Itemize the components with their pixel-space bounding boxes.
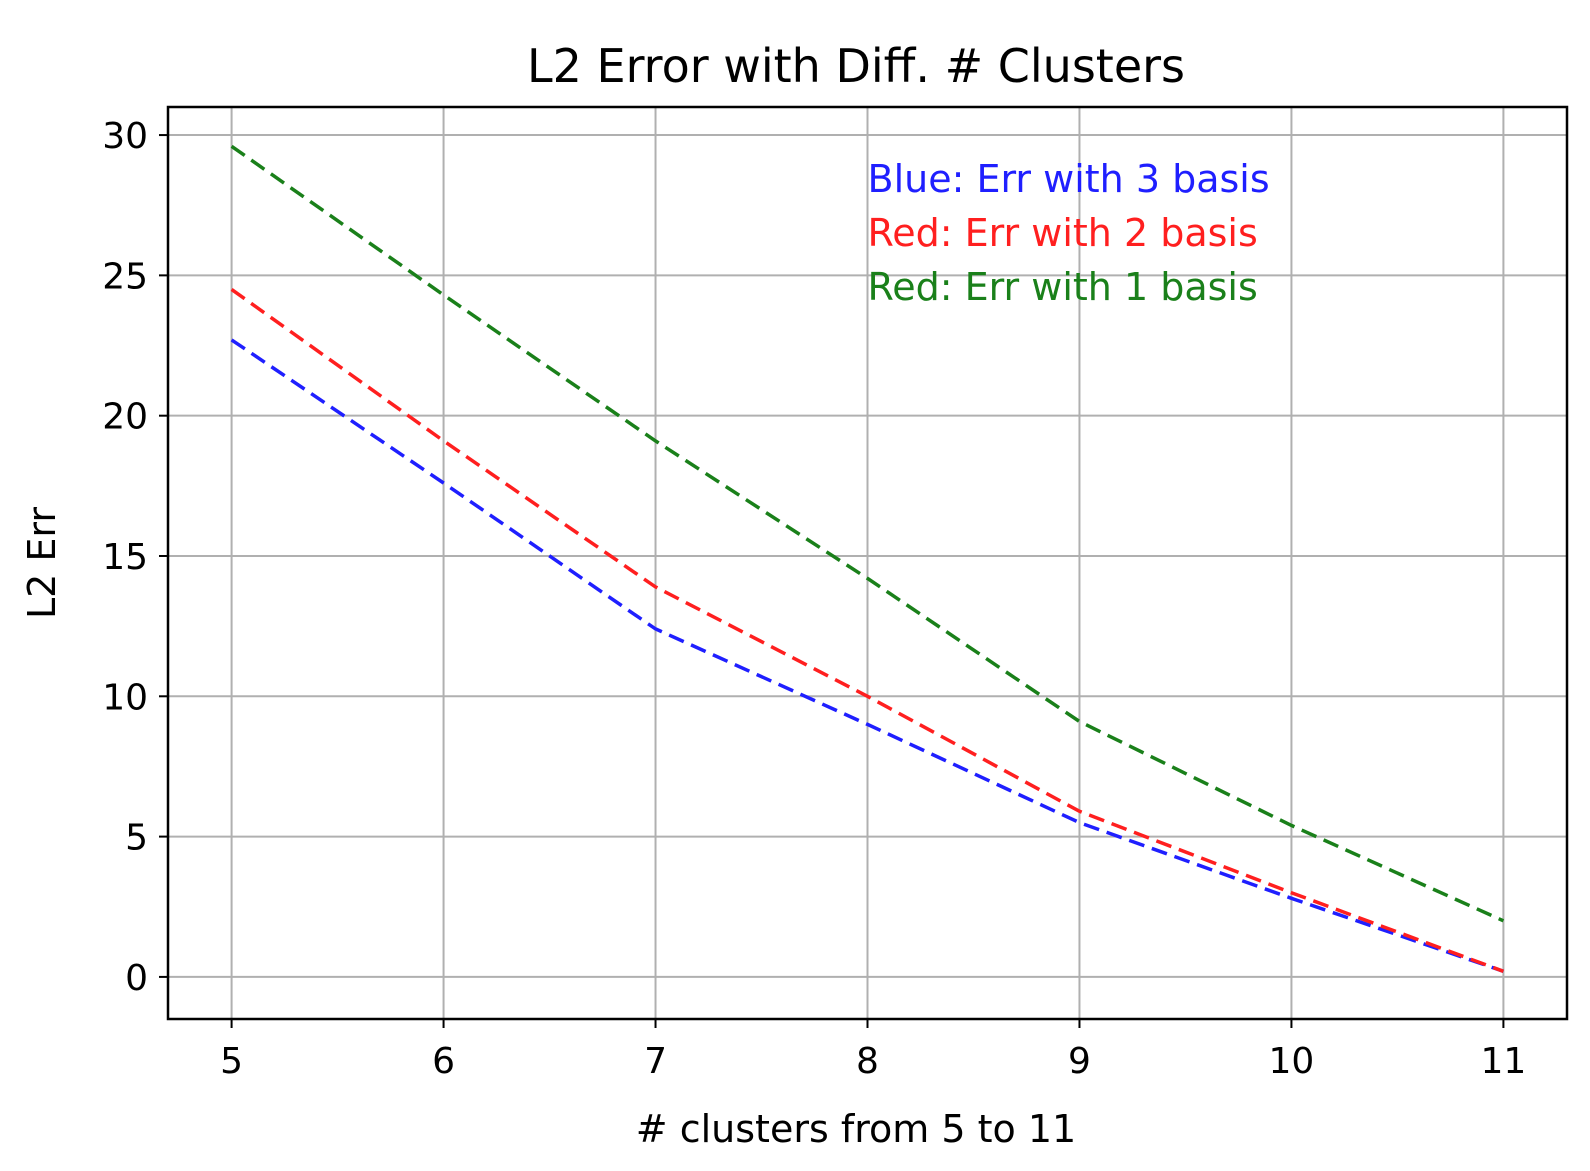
series-line-3 <box>230 144 1505 923</box>
x-tick-label: 9 <box>1068 1041 1091 1082</box>
grid <box>168 107 1567 1019</box>
y-tick-label: 30 <box>102 116 148 157</box>
chart-title: L2 Error with Diff. # Clusters <box>527 39 1185 93</box>
x-tick-label: 7 <box>644 1041 667 1082</box>
y-tick-label: 15 <box>102 537 148 578</box>
annotation-1: Blue: Err with 3 basis <box>868 157 1270 201</box>
y-tick-label: 5 <box>125 818 148 859</box>
x-tick-label: 8 <box>856 1041 879 1082</box>
y-axis: 0 5 10 15 20 25 30 <box>102 116 168 999</box>
x-tick-label: 10 <box>1269 1041 1315 1082</box>
y-tick-label: 0 <box>125 958 148 999</box>
series-lines <box>230 144 1505 973</box>
annotation-3: Red: Err with 1 basis <box>868 265 1258 309</box>
x-tick-label: 5 <box>220 1041 243 1082</box>
y-tick-label: 25 <box>102 256 148 297</box>
annotations: Blue: Err with 3 basis Red: Err with 2 ba… <box>868 157 1270 309</box>
y-axis-label: L2 Err <box>20 507 64 619</box>
y-tick-label: 20 <box>102 397 148 438</box>
x-tick-label: 11 <box>1481 1041 1527 1082</box>
y-tick-label: 10 <box>102 677 148 718</box>
series-line-2 <box>230 287 1505 973</box>
series-line-1 <box>230 338 1504 973</box>
annotation-2: Red: Err with 2 basis <box>868 211 1258 255</box>
x-axis: 5 6 7 8 9 10 11 <box>220 1019 1526 1082</box>
x-tick-label: 6 <box>432 1041 455 1082</box>
x-axis-label: # clusters from 5 to 11 <box>636 1107 1076 1151</box>
